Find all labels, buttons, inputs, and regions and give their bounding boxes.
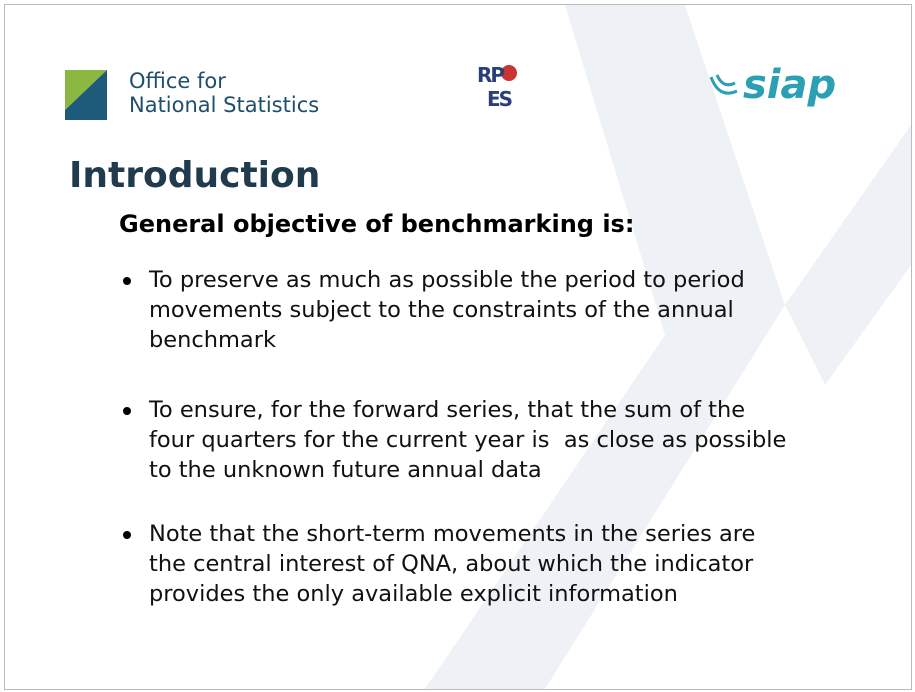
bullet-line: benchmark [149, 327, 277, 353]
watermark [425, 5, 785, 689]
watermark [785, 125, 911, 385]
ons-name: Office for National Statistics [129, 69, 319, 117]
background [65, 5, 911, 689]
bullet-line: To ensure, for the forward series, that … [149, 397, 746, 423]
siap-logo: siap [743, 62, 837, 108]
rpes-logo: RP ES [477, 63, 513, 111]
bullet-line: movements subject to the constraints of … [149, 297, 734, 323]
ons-line: Office for [129, 69, 226, 93]
slide: Office for National Statistics RP ES siap … [4, 4, 912, 690]
siap-icon [709, 74, 738, 95]
bullet-dot [123, 407, 131, 415]
bullet-line: To preserve as much as possible the peri… [149, 267, 745, 293]
bullet-line: the central interest of QNA, about which… [149, 551, 754, 577]
rpes-flower [501, 65, 517, 81]
subtitle: General objective of benchmarking is: [119, 210, 635, 238]
bullet-dot [123, 277, 131, 285]
bullet-line: Note that the short-term movements in th… [149, 521, 756, 547]
rpes-line: ES [487, 87, 513, 111]
rpes-line: RP [477, 63, 505, 87]
title: Introduction [69, 155, 321, 196]
bullet-line: provides the only available explicit inf… [149, 581, 678, 607]
ons-line: National Statistics [129, 93, 320, 117]
ons-logo-blue [65, 70, 107, 120]
bullet-line: four quarters for the current year is as… [149, 427, 787, 453]
bullet-dot [123, 531, 131, 539]
bullet-line: to the unknown future annual data [149, 457, 542, 483]
